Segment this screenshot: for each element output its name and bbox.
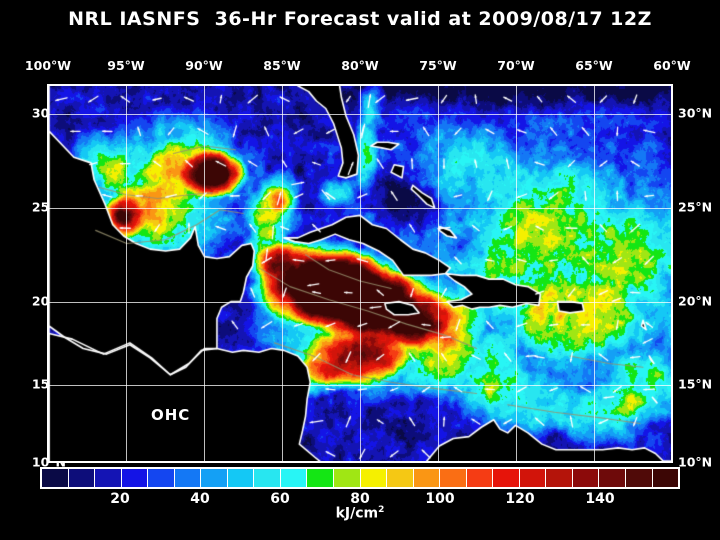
colorbar-segment bbox=[413, 469, 441, 487]
lon-tick-label: 60°W bbox=[653, 58, 691, 73]
colorbar-tick-label: 140 bbox=[585, 491, 615, 507]
lon-tick-label: 70°W bbox=[497, 58, 535, 73]
colorbar-segment bbox=[626, 469, 653, 487]
lon-tick-label: 95°W bbox=[107, 58, 145, 73]
gridline-vertical bbox=[360, 86, 361, 461]
colorbar-segment bbox=[360, 469, 388, 487]
colorbar-unit-text: kJ/cm bbox=[335, 505, 379, 522]
lat-tick-label-right: 25°N bbox=[678, 199, 713, 215]
lat-tick-label-right: 30°N bbox=[678, 105, 713, 121]
lon-tick-label: 80°W bbox=[341, 58, 379, 73]
colorbar-tick-label: 100 bbox=[425, 491, 455, 507]
colorbar-segment bbox=[174, 469, 202, 487]
colorbar-segment bbox=[68, 469, 96, 487]
colorbar-segment bbox=[227, 469, 255, 487]
colorbar-segment bbox=[599, 469, 627, 487]
lon-tick-label: 65°W bbox=[575, 58, 613, 73]
ohc-annotation-label: OHC bbox=[151, 406, 191, 424]
lat-tick-label-right: 10°N bbox=[678, 454, 713, 470]
colorbar-tick-label: 40 bbox=[190, 491, 210, 507]
figure-title: NRL IASNFS 36-Hr Forecast valid at 2009/… bbox=[68, 8, 652, 30]
colorbar-segment bbox=[148, 469, 175, 487]
colorbar-segment bbox=[201, 469, 228, 487]
lat-tick-label-right: 15°N bbox=[678, 376, 713, 392]
gridline-vertical bbox=[126, 86, 127, 461]
gridline-vertical bbox=[438, 86, 439, 461]
lon-tick-label: 85°W bbox=[263, 58, 301, 73]
colorbar-tick-label: 60 bbox=[270, 491, 290, 507]
map-panel: OHC bbox=[47, 84, 673, 463]
gridline-horizontal bbox=[49, 302, 671, 303]
colorbar-segment bbox=[95, 469, 122, 487]
colorbar-segment bbox=[519, 469, 547, 487]
gridline-vertical bbox=[282, 86, 283, 461]
colorbar-tick-label: 120 bbox=[505, 491, 535, 507]
gridline-vertical bbox=[594, 86, 595, 461]
colorbar-tick-label: 20 bbox=[110, 491, 130, 507]
colorbar-segment bbox=[546, 469, 573, 487]
map-plot-area: OHC bbox=[49, 86, 671, 461]
colorbar-unit-label: kJ/cm2 bbox=[0, 505, 720, 522]
colorbar bbox=[40, 467, 680, 489]
lon-tick-label: 90°W bbox=[185, 58, 223, 73]
colorbar-segment bbox=[572, 469, 600, 487]
lat-tick-label-right: 20°N bbox=[678, 293, 713, 309]
colorbar-segment bbox=[307, 469, 335, 487]
colorbar-segment bbox=[334, 469, 361, 487]
colorbar-unit-exponent: 2 bbox=[378, 505, 385, 515]
gridline-vertical bbox=[204, 86, 205, 461]
gridline-vertical bbox=[516, 86, 517, 461]
colorbar-segment bbox=[121, 469, 149, 487]
gridline-horizontal bbox=[49, 114, 671, 115]
colorbar-tick-label: 80 bbox=[350, 491, 370, 507]
colorbar-segment bbox=[466, 469, 494, 487]
colorbar-segment bbox=[254, 469, 281, 487]
gridline-horizontal bbox=[49, 208, 671, 209]
colorbar-segment bbox=[440, 469, 467, 487]
colorbar-segment bbox=[42, 469, 69, 487]
lon-tick-label: 75°W bbox=[419, 58, 457, 73]
colorbar-segment bbox=[493, 469, 520, 487]
colorbar-segment bbox=[652, 469, 679, 487]
colorbar-segment bbox=[280, 469, 308, 487]
lon-tick-label: 100°W bbox=[24, 58, 72, 73]
colorbar-segment bbox=[387, 469, 414, 487]
gridline-horizontal bbox=[49, 385, 671, 386]
